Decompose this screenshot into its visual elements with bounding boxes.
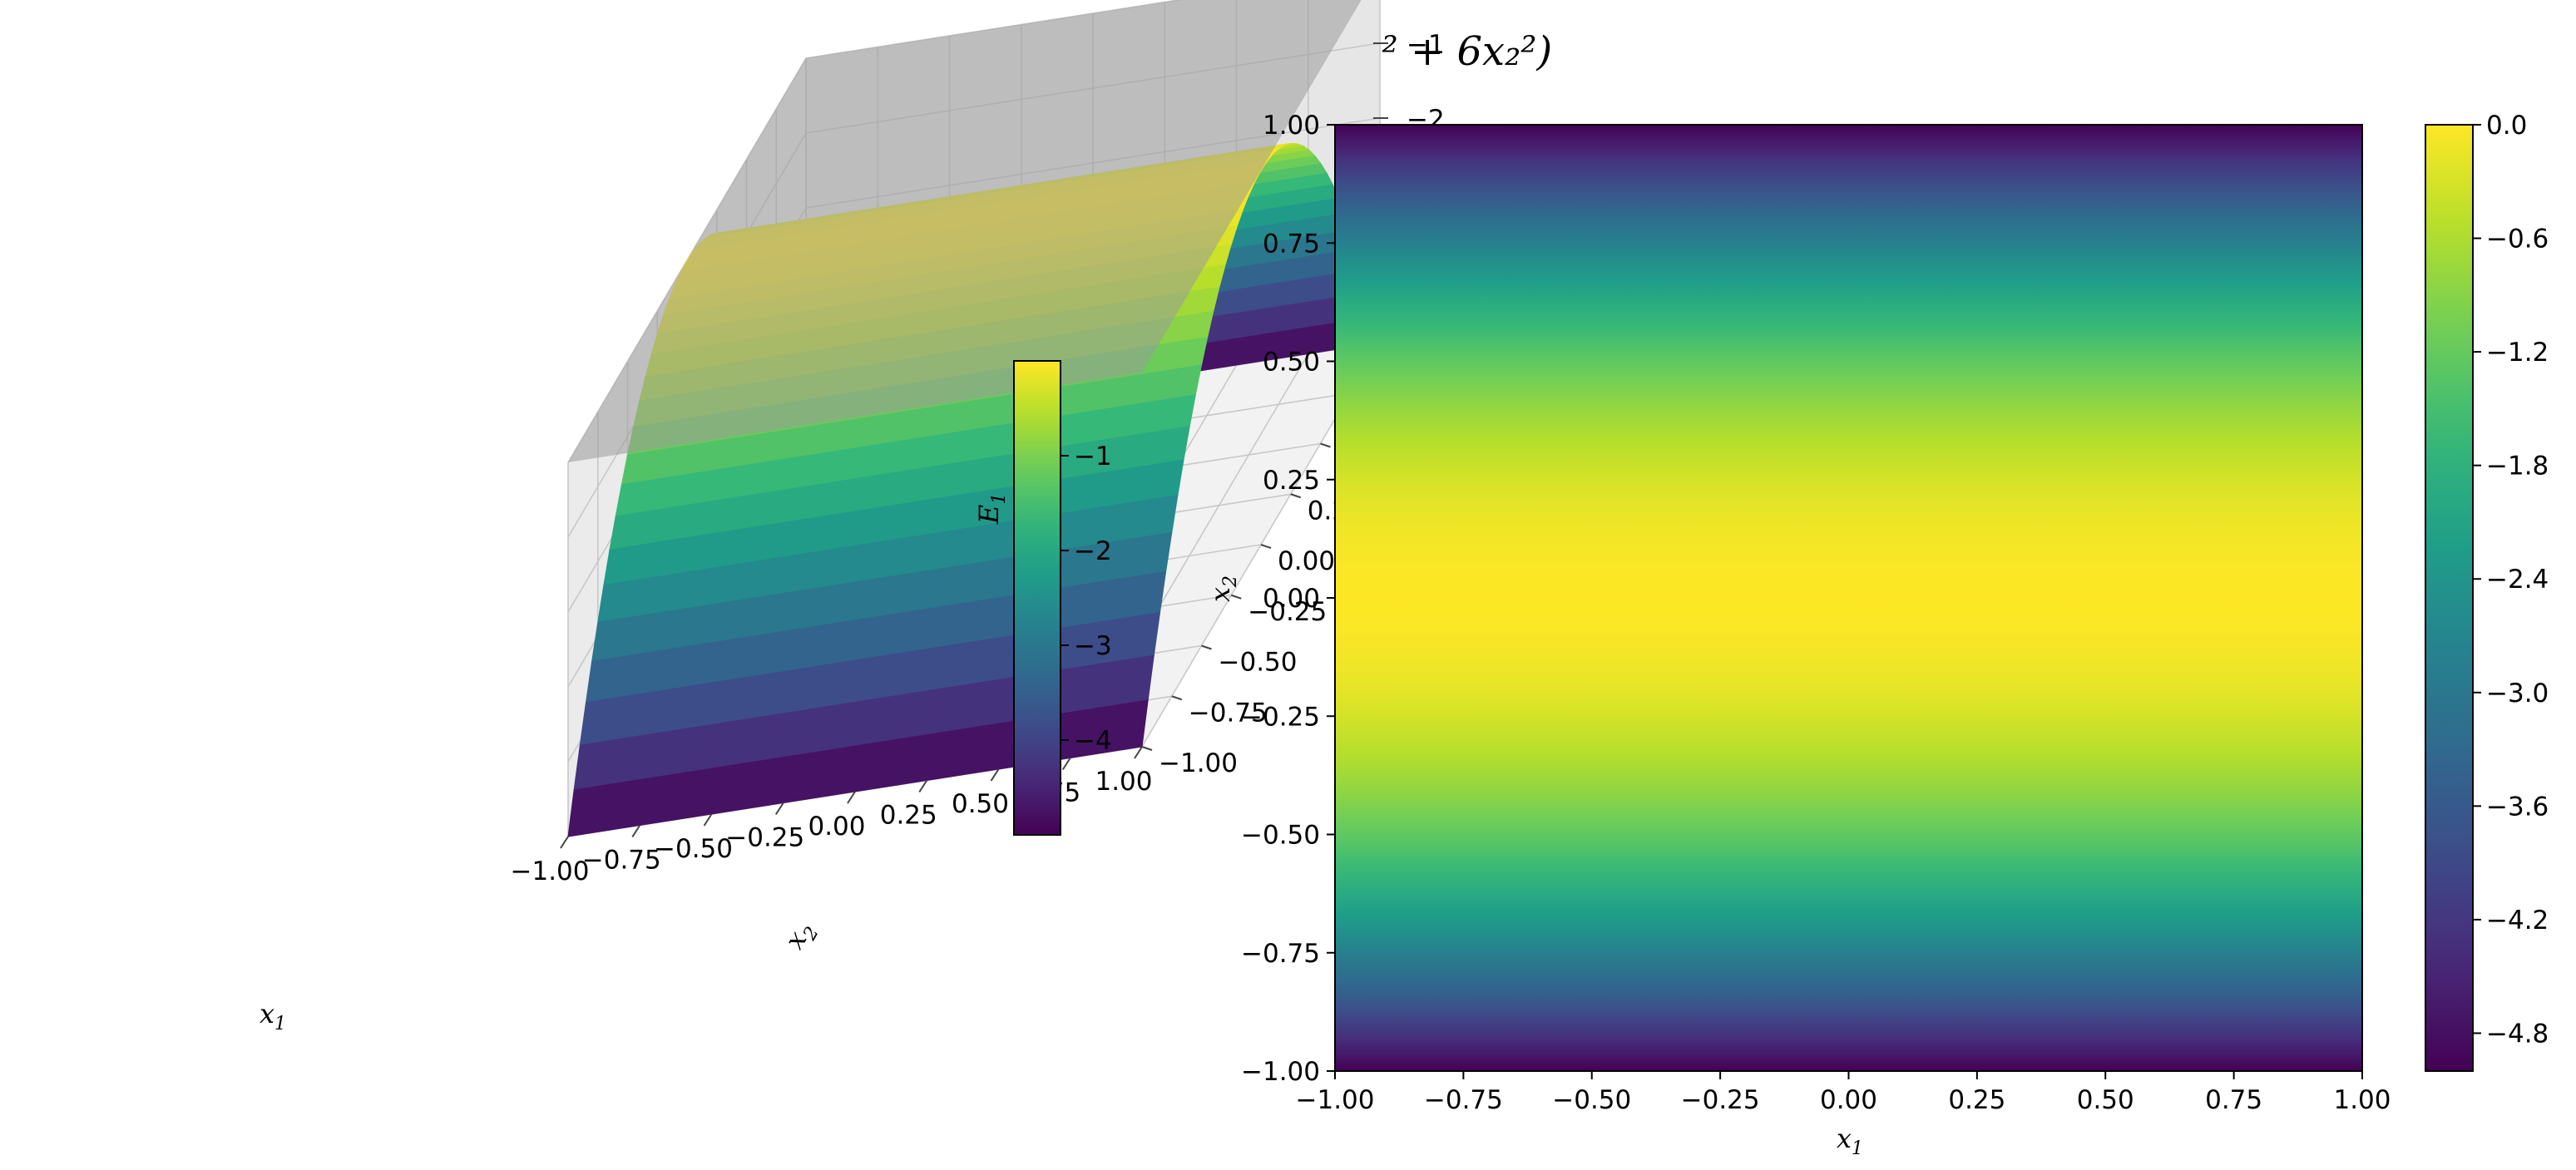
x2-tick-mark-3d <box>1320 442 1331 448</box>
colorbar-surface-bar <box>1013 360 1061 836</box>
colorbar-surface-ticks: −1 −2 −3 −4 <box>1061 442 1112 756</box>
colorbar-tick-label: −3.6 <box>2486 792 2549 822</box>
heatmap-x2-tick-label: −0.75 <box>1241 939 1320 969</box>
colorbar-heatmap-ticks: 0.0 −0.6 −1.2 −1.8 −2.4 −3.0 −3.6 −4.2 −4.8 <box>2473 111 2549 1049</box>
heatmap-x1-tick-label: 0.25 <box>1948 1085 2005 1115</box>
colorbar-heatmap: 0.0 −0.6 −1.2 −1.8 −2.4 −3.0 −3.6 −4.2 −4.8 <box>2425 111 2549 1072</box>
colorbar-tick-label: −3 <box>1074 631 1112 661</box>
x1-label-3d: x1 <box>260 998 286 1034</box>
heatmap-plot: −1.00 −0.75 −0.50 −0.25 0.00 0.25 0.50 0.75 1.00… <box>1204 111 2391 1159</box>
x1-tick-mark-3d <box>631 824 641 838</box>
x2-tick-mark-3d <box>1201 644 1212 650</box>
heatmap-x1-tick-label: 0.75 <box>2205 1085 2262 1115</box>
colorbar-tick-label: −1 <box>1074 442 1112 471</box>
x1-tick-mark-3d <box>774 802 784 816</box>
x1-tick-label-3d: 1.00 <box>1095 767 1152 797</box>
colorbar-tick-label: −4.8 <box>2486 1019 2549 1049</box>
surface-plot: −1.00−0.75−0.50−0.250.000.250.500.751.00… <box>260 0 1454 1034</box>
x2-tick-label-3d: −1.00 <box>1159 748 1238 778</box>
x2-label-3d: x2 <box>779 916 823 957</box>
x1-tick-label-3d: 0.50 <box>952 789 1009 819</box>
x1-tick-label-3d: 0.00 <box>808 812 865 842</box>
heatmap-x1-tick-label: 1.00 <box>2333 1085 2391 1115</box>
colorbar-tick-label: −2.4 <box>2486 565 2549 595</box>
x1-tick-mark-3d <box>1061 757 1071 771</box>
x2-tick-mark-3d <box>1260 544 1272 549</box>
x1-tick-label-3d: −0.50 <box>654 834 733 864</box>
heatmap-area <box>1334 124 2363 1072</box>
x2-tick-mark-3d <box>1141 746 1153 751</box>
colorbar-tick-label: −2 <box>1074 536 1112 566</box>
heatmap-x2-tick-label: 0.00 <box>1263 584 1320 614</box>
heatmap-x2-tick-label: −0.25 <box>1241 702 1320 732</box>
heatmap-x1-tick-label: −0.75 <box>1424 1085 1503 1115</box>
colorbar-tick-label: −1.8 <box>2486 452 2549 481</box>
x2-tick-label-3d: −0.75 <box>1189 698 1268 728</box>
heatmap-x1-label: x1 <box>1837 1123 1863 1159</box>
e1-tick-label-3d: −1 <box>1407 30 1445 60</box>
colorbar-tick-label: −1.2 <box>2486 338 2549 368</box>
x2-tick-label-3d: −0.50 <box>1219 648 1298 678</box>
colorbar-surface: −1−2−3−4 E1 <box>973 360 1112 836</box>
heatmap-x2-tick-label: 0.50 <box>1263 348 1320 378</box>
colorbar-tick-label: 0.0 <box>2486 111 2527 141</box>
heatmap-x1-tick-label: −1.00 <box>1296 1085 1375 1115</box>
x1-tick-mark-3d <box>918 779 928 793</box>
plane-e1-zero <box>568 0 1362 462</box>
x1-tick-mark-3d <box>560 836 569 849</box>
x1-tick-mark-3d <box>1134 746 1143 759</box>
x1-tick-mark-3d <box>703 813 713 827</box>
heatmap-x2-tick-label: 1.00 <box>1263 111 1320 141</box>
x2-tick-label-3d: 0.00 <box>1278 546 1335 576</box>
heatmap-x1-tick-label: −0.25 <box>1681 1085 1760 1115</box>
x2-tick-mark-3d <box>1290 493 1302 499</box>
x1-tick-label-3d: −1.00 <box>511 857 590 886</box>
heatmap-x2-ticks: 1.000.750.500.250.00−0.25−0.50−0.75−1.00 <box>1241 111 1335 1087</box>
colorbar-tick-label: −3.0 <box>2486 679 2549 708</box>
heatmap-x2-tick-label: −1.00 <box>1241 1057 1320 1087</box>
colorbar-heatmap-bar <box>2425 124 2474 1072</box>
colorbar-tick-label: −4 <box>1074 726 1112 756</box>
heatmap-x1-tick-label: 0.00 <box>1820 1085 1877 1115</box>
colorbar-tick-label: −4.2 <box>2486 906 2549 936</box>
x1-tick-label-3d: −0.75 <box>582 846 661 876</box>
heatmap-x1-ticks: −1.00 −0.75 −0.50 −0.25 0.00 0.25 0.50 0.75 1.00 <box>1296 1071 2391 1115</box>
x2-tick-label-3d: −0.25 <box>1248 597 1327 627</box>
x2-tick-mark-3d <box>1171 695 1183 701</box>
heatmap-x1-tick-label: 0.50 <box>2077 1085 2134 1115</box>
heatmap-x2-tick-label: −0.50 <box>1241 821 1320 851</box>
heatmap-x1-tick-label: −0.50 <box>1552 1085 1631 1115</box>
x1-tick-mark-3d <box>990 768 1000 782</box>
zero-plane <box>568 0 1362 462</box>
heatmap-x2-tick-label: 0.75 <box>1263 229 1320 259</box>
x1-tick-label-3d: 0.25 <box>880 801 937 831</box>
x1-tick-label-3d: −0.25 <box>725 823 804 853</box>
x2-tick-mark-3d <box>1230 594 1242 600</box>
x1-tick-mark-3d <box>847 791 856 804</box>
heatmap-x2-tick-label: 0.25 <box>1263 466 1320 496</box>
colorbar-tick-label: −0.6 <box>2486 225 2549 254</box>
